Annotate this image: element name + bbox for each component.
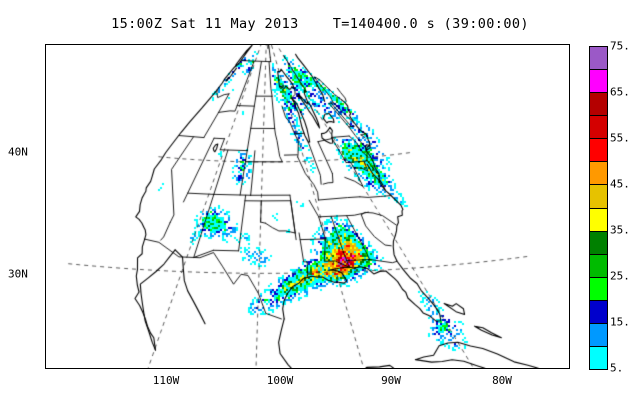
page-title: 15:00Z Sat 11 May 2013 T=140400.0 s (39:… [111, 16, 529, 32]
lon-tick-100W: 100W [266, 374, 294, 387]
colorbar-band-55-60 [590, 116, 607, 140]
lon-tick-110W: 110W [152, 374, 180, 387]
colorbar-band-70-75 [590, 47, 607, 71]
colorbar-band-40-45 [590, 185, 607, 209]
lat-tick-30N: 30N [8, 267, 28, 281]
colorbar-band-35-40 [590, 208, 607, 232]
lat-tick-40N: 40N [8, 145, 28, 159]
colorbar-band-15-20 [590, 300, 607, 324]
colorbar-band-65-70 [590, 70, 607, 94]
colorbar-band-25-30 [590, 254, 607, 278]
colorbar-label-45: 45. [610, 177, 630, 191]
lon-tick-80W: 80W [492, 374, 512, 387]
map-boundaries-canvas [46, 45, 569, 368]
colorbar-band-45-50 [590, 162, 607, 186]
lon-tick-90W: 90W [381, 374, 401, 387]
colorbar-band-50-55 [590, 139, 607, 163]
map-plot-area[interactable] [45, 44, 570, 369]
colorbar-label-15: 15. [610, 315, 630, 329]
colorbar-label-65: 65. [610, 85, 630, 99]
colorbar-label-25: 25. [610, 269, 630, 283]
colorbar-band-10-15 [590, 323, 607, 348]
colorbar-label-35: 35. [610, 223, 630, 237]
colorbar-band-30-35 [590, 231, 607, 255]
colorbar-label-55: 55. [610, 131, 630, 145]
colorbar-label-5: 5. [610, 361, 624, 375]
colorbar-label-75: 75. [610, 39, 630, 53]
colorbar-band-5-10 [590, 347, 607, 370]
colorbar-band-60-65 [590, 93, 607, 117]
colorbar[interactable] [589, 46, 608, 370]
colorbar-band-20-25 [590, 277, 607, 301]
